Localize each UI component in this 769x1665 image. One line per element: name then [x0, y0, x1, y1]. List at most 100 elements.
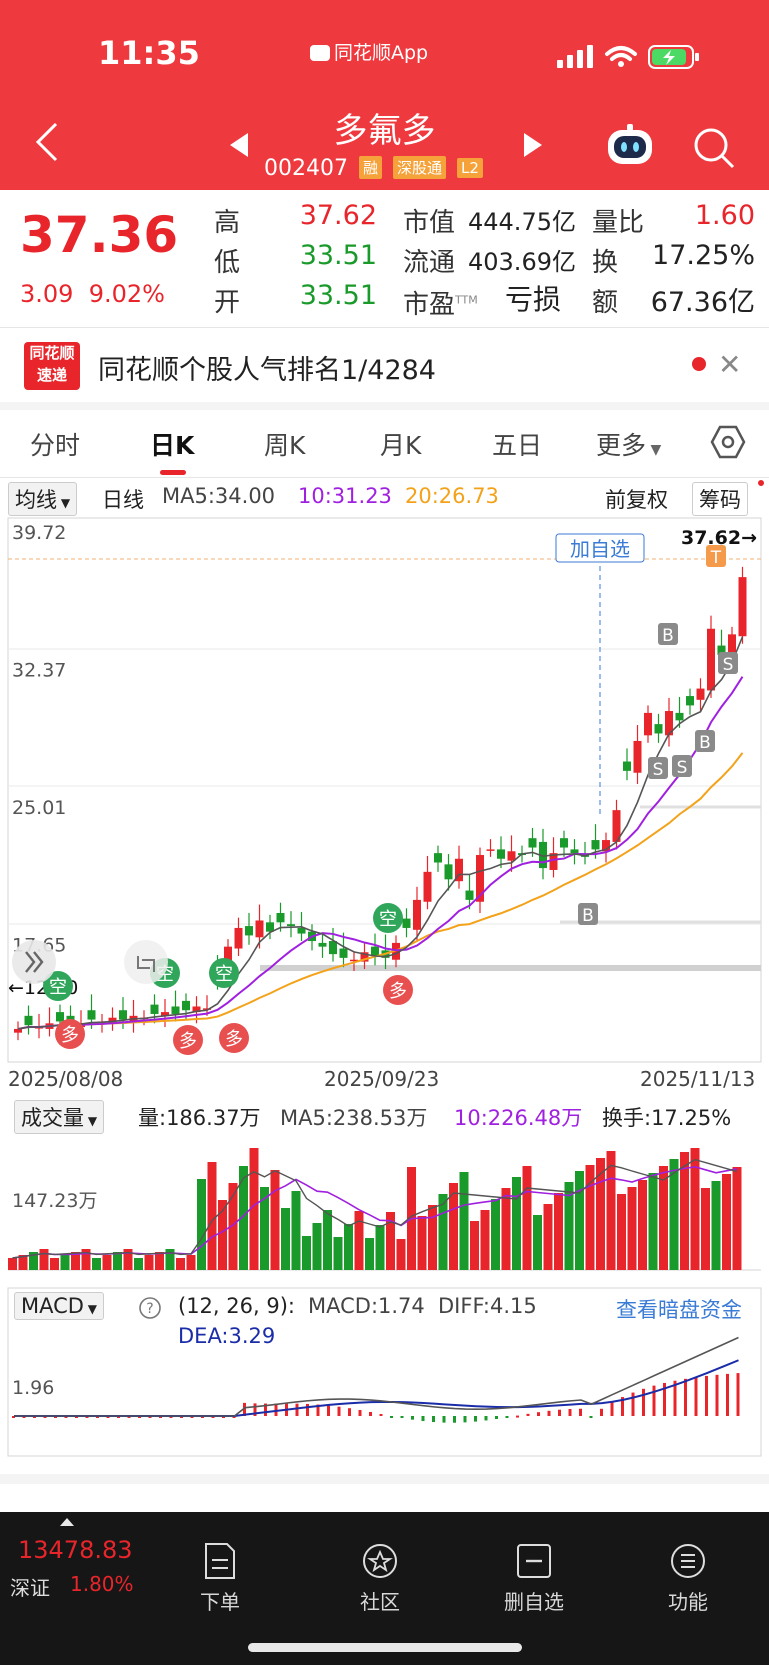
macd-chart[interactable]: 1.96: [0, 1286, 769, 1458]
tag-connect: 深股通: [393, 156, 447, 179]
candle: [633, 725, 642, 784]
macd-bar: [442, 1416, 446, 1423]
y-tick-label: 32.37: [12, 659, 66, 681]
volume-select[interactable]: 成交量 ▼: [14, 1100, 105, 1134]
macd-bar: [253, 1403, 257, 1416]
svg-text:空: 空: [215, 964, 233, 985]
volume-bar: [144, 1255, 154, 1270]
macd-header: MACD ▼ ? (12, 26, 9): MACD:1.74 DIFF:4.1…: [0, 1288, 769, 1352]
indicator-select[interactable]: 均线 ▼: [8, 482, 78, 516]
next-stock-icon[interactable]: [522, 132, 544, 158]
nav-community[interactable]: 社区: [330, 1542, 430, 1615]
status-icons: [557, 42, 707, 76]
ma20-value: 20:26.73: [405, 484, 499, 508]
volume-bar: [186, 1255, 196, 1270]
popularity-banner[interactable]: 同花顺 速递 同花顺个股人气排名1/4284: [0, 330, 769, 402]
volume-ma5-line: [12, 1158, 738, 1259]
nav-functions[interactable]: 功能: [638, 1542, 738, 1615]
chips-dot-icon: [758, 480, 764, 486]
kline-grid: [8, 648, 761, 925]
candle: [119, 997, 127, 1029]
expand-button[interactable]: [12, 940, 56, 984]
volume-bar: [386, 1212, 395, 1270]
candle: [549, 837, 558, 878]
macd-select[interactable]: MACD ▼: [14, 1292, 104, 1320]
volume-bar: [113, 1252, 122, 1270]
float-value: 403.69亿: [468, 248, 576, 276]
macd-bar: [663, 1382, 666, 1416]
crop-button[interactable]: [124, 940, 168, 984]
candle: [591, 824, 600, 859]
tab-intraday[interactable]: 分时: [30, 431, 81, 460]
open-label: 开: [214, 288, 241, 318]
active-tab-indicator: [160, 470, 186, 475]
volume-bar: [50, 1258, 59, 1270]
volume-bar: [29, 1252, 38, 1270]
candle: [602, 832, 610, 863]
app-header: 11:35 同花顺App 多氟多 002407 融 深股通 L2: [0, 0, 769, 190]
volume-bar: [218, 1200, 227, 1270]
volume-bar: [291, 1191, 301, 1270]
high-value: 37.62: [299, 200, 377, 231]
empty-signal-marker: 空: [373, 903, 403, 933]
volume-bar: [417, 1216, 427, 1270]
macd-bar: [295, 1403, 299, 1416]
tab-five-day[interactable]: 五日: [492, 431, 543, 460]
x-date-start: 2025/08/08: [8, 1067, 124, 1091]
back-arrow-icon[interactable]: [34, 122, 60, 162]
volume-bar: [449, 1183, 458, 1270]
volume-bar: [512, 1177, 521, 1270]
order-icon: [205, 1543, 235, 1579]
divider: [0, 1474, 769, 1484]
svg-text:多: 多: [61, 1025, 79, 1046]
news-logo-icon: 同花顺 速递: [24, 342, 80, 390]
candle: [644, 705, 652, 743]
x-date-end: 2025/11/13: [640, 1067, 756, 1091]
period-tabs: 分时 日K 周K 月K 五日 更多 ▼: [0, 412, 769, 478]
expand-up-icon[interactable]: [60, 1518, 74, 1526]
macd-bar: [495, 1416, 498, 1419]
macd-params: (12, 26, 9):: [178, 1294, 295, 1318]
tab-more[interactable]: 更多 ▼: [596, 431, 662, 460]
prev-stock-icon[interactable]: [228, 132, 250, 158]
index-value[interactable]: 13478.83: [18, 1536, 133, 1564]
macd-bar: [421, 1416, 425, 1422]
macd-bar: [484, 1416, 488, 1421]
settings-hexagon-icon[interactable]: [710, 424, 746, 460]
robot-assistant-icon[interactable]: [604, 124, 656, 168]
tab-monthly-k[interactable]: 月K: [380, 431, 422, 460]
volume-bar: [207, 1162, 217, 1270]
add-watch-tag[interactable]: 加自选: [555, 533, 645, 563]
tab-weekly-k[interactable]: 周K: [264, 431, 306, 460]
volume-chart[interactable]: 147.23万: [0, 1134, 769, 1272]
candle: [371, 933, 379, 966]
macd-bar: [327, 1405, 330, 1416]
macd-bar: [610, 1402, 614, 1416]
help-icon[interactable]: ?: [138, 1296, 162, 1320]
quote-panel: 37.36 3.09 9.02% 高 37.62 低 33.51 开 33.51…: [0, 190, 769, 328]
tab-daily-k[interactable]: 日K: [150, 431, 195, 460]
volume-bar: [344, 1224, 353, 1270]
volume-bar: [438, 1194, 448, 1270]
candle: [707, 615, 715, 698]
volume-bar: [554, 1193, 563, 1270]
low-label: 低: [214, 248, 241, 278]
dark-pool-link[interactable]: 查看暗盘资金: [616, 1298, 742, 1322]
volume-bar: [333, 1237, 343, 1270]
svg-text:多: 多: [179, 1031, 197, 1052]
volume-bar: [606, 1151, 616, 1270]
close-icon[interactable]: ✕: [718, 348, 742, 381]
search-icon[interactable]: [692, 126, 736, 170]
index-name: 深证: [10, 1576, 50, 1600]
chips-button[interactable]: 筹码: [692, 482, 748, 516]
adjust-mode[interactable]: 前复权: [605, 488, 668, 512]
volume-bar: [176, 1258, 185, 1270]
volume-bar: [501, 1188, 511, 1270]
nav-remove-watch[interactable]: 删自选: [484, 1542, 584, 1615]
nav-order[interactable]: 下单: [170, 1542, 270, 1615]
volume-bar: [585, 1165, 595, 1270]
svg-text:B: B: [582, 906, 594, 926]
macd-bar: [673, 1380, 677, 1416]
pe-value: 亏损: [505, 283, 562, 316]
